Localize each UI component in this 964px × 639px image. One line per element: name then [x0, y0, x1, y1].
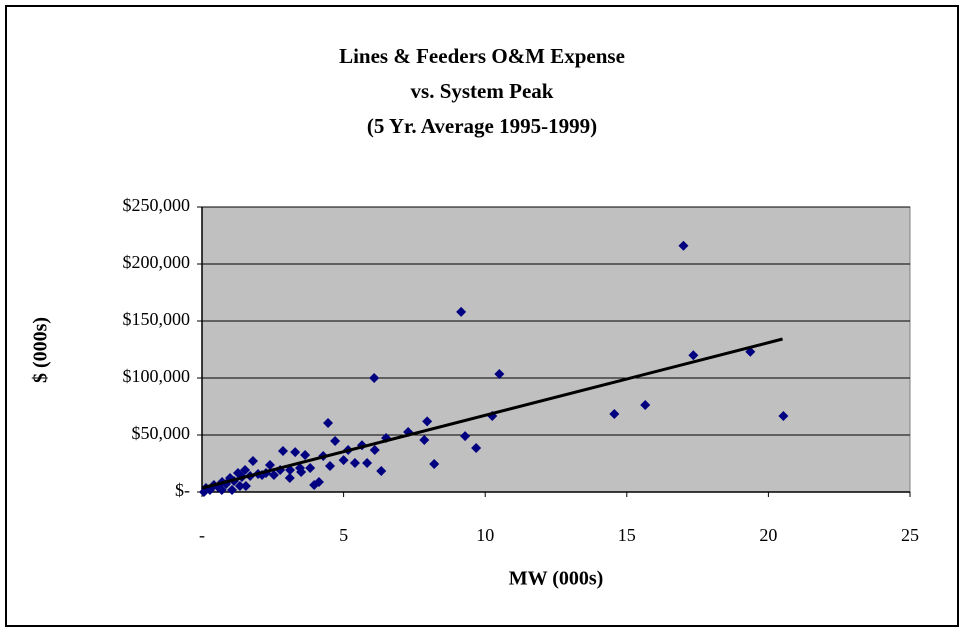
x-tick-label: 20: [759, 525, 777, 545]
data-point: [778, 410, 789, 421]
data-point: [456, 306, 467, 317]
data-point: [227, 484, 238, 495]
data-point: [338, 455, 349, 466]
data-point: [198, 487, 209, 497]
y-tick-label: $150,000: [123, 309, 191, 329]
data-point: [609, 409, 620, 420]
data-point: [309, 480, 320, 491]
data-point: [323, 418, 334, 429]
data-point: [240, 480, 251, 491]
data-point: [284, 472, 295, 483]
data-point: [330, 436, 341, 447]
y-tick-label: $250,000: [123, 195, 191, 215]
data-point: [429, 458, 440, 469]
data-point: [678, 240, 689, 251]
data-point: [422, 416, 433, 427]
chart-title: (5 Yr. Average 1995-1999): [367, 114, 597, 138]
data-point: [325, 461, 336, 472]
data-point: [290, 447, 301, 458]
data-point: [300, 449, 311, 460]
x-tick-label: 15: [618, 525, 636, 545]
data-point: [376, 466, 387, 477]
data-point: [688, 350, 699, 361]
plot-area: [201, 206, 911, 493]
x-axis-title: MW (000s): [509, 568, 604, 590]
data-point: [247, 455, 258, 466]
data-point: [460, 431, 471, 442]
x-tick-label: 5: [339, 525, 348, 545]
data-point: [305, 463, 316, 474]
data-point: [216, 484, 227, 495]
y-tick-label: $200,000: [123, 252, 191, 272]
chart-title: vs. System Peak: [411, 79, 554, 103]
y-axis-title: $ (000s): [30, 317, 52, 383]
data-point: [419, 435, 430, 446]
data-point: [264, 459, 275, 470]
data-point: [296, 467, 307, 478]
data-point: [234, 480, 245, 491]
data-point: [268, 470, 279, 481]
data-point: [349, 458, 360, 469]
data-point: [369, 445, 380, 456]
x-tick-label: 10: [476, 525, 494, 545]
data-point: [240, 464, 251, 475]
chart-title: Lines & Feeders O&M Expense: [339, 44, 625, 68]
x-tick-label: -: [199, 525, 205, 545]
y-tick-label: $100,000: [123, 366, 191, 386]
trendline: [201, 337, 783, 490]
y-tick-label: $50,000: [132, 423, 191, 443]
data-point: [494, 369, 505, 380]
x-tick-label: 25: [901, 525, 919, 545]
data-point: [640, 400, 651, 411]
data-point: [277, 445, 288, 456]
data-point: [362, 458, 373, 469]
data-point: [471, 442, 482, 453]
y-tick-label: $-: [175, 480, 190, 500]
data-point: [369, 373, 380, 383]
